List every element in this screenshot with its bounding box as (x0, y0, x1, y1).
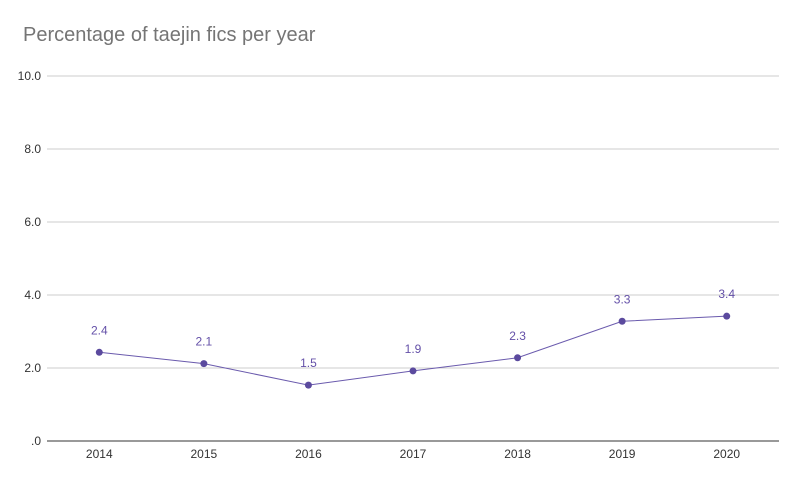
data-label: 3.4 (718, 287, 735, 301)
data-point (95, 348, 103, 356)
data-label: 1.9 (405, 342, 422, 356)
gridlines (47, 75, 779, 369)
y-tick-labels: .0 2.0 4.0 6.0 8.0 10.0 (18, 69, 42, 448)
data-point (723, 312, 731, 320)
y-tick-label: .0 (31, 434, 41, 448)
data-point (618, 317, 626, 325)
y-tick-label: 10.0 (18, 69, 42, 83)
x-tick-label: 2018 (504, 447, 531, 461)
y-tick-label: 8.0 (24, 142, 41, 156)
x-tick-label: 2015 (191, 447, 218, 461)
x-tick-labels: 2014 2015 2016 2017 2018 2019 2020 (86, 447, 740, 461)
y-tick-label: 6.0 (24, 215, 41, 229)
chart-title: Percentage of taejin fics per year (23, 24, 316, 46)
x-tick-label: 2014 (86, 447, 113, 461)
data-label: 2.4 (91, 323, 108, 337)
x-tick-label: 2020 (713, 447, 740, 461)
y-tick-label: 4.0 (24, 288, 41, 302)
data-label: 2.3 (509, 329, 526, 343)
x-tick-label: 2019 (609, 447, 636, 461)
y-tick-label: 2.0 (24, 361, 41, 375)
data-label: 2.1 (196, 335, 213, 349)
x-tick-label: 2016 (295, 447, 322, 461)
data-labels: 2.4 2.1 1.5 1.9 2.3 3.3 3.4 (91, 287, 735, 370)
data-label: 1.5 (300, 356, 317, 370)
data-label: 3.3 (614, 292, 631, 306)
data-point (200, 360, 208, 368)
series (95, 312, 731, 389)
x-tick-label: 2017 (400, 447, 427, 461)
data-point (514, 354, 522, 362)
data-point (409, 367, 417, 375)
data-point (304, 381, 312, 389)
